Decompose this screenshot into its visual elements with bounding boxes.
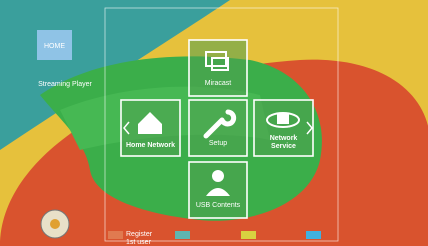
icon xyxy=(212,170,224,182)
home-label: HOME xyxy=(44,43,65,50)
menu-network-service[interactable]: Network Service xyxy=(254,100,313,156)
key-blue xyxy=(306,231,321,239)
menu-usb-contents[interactable]: USB Contents xyxy=(189,162,247,218)
screen: HOME Streaming Player Miracast Home Netw… xyxy=(0,0,428,246)
tile[interactable] xyxy=(189,40,247,96)
tile-label: Home Network xyxy=(126,142,175,149)
key-label: Register xyxy=(126,231,153,238)
tile-label: Service xyxy=(271,143,296,150)
menu-miracast[interactable]: Miracast xyxy=(189,40,247,96)
page: {"home_button": {"label": "HOME"}, "app_… xyxy=(0,0,428,246)
icon xyxy=(277,114,289,124)
menu-home-network[interactable]: Home Network xyxy=(121,100,180,156)
tile-label: USB Contents xyxy=(196,202,241,209)
tile-label: Network xyxy=(270,135,298,142)
app-name: Streaming Player xyxy=(38,81,92,88)
key-red xyxy=(108,231,123,239)
tile[interactable] xyxy=(189,100,247,156)
key-label: 1st user xyxy=(126,239,152,246)
key-green xyxy=(175,231,190,239)
tile-label: Miracast xyxy=(205,80,232,87)
key-yellow xyxy=(241,231,256,239)
remote-center xyxy=(50,219,60,229)
menu-setup[interactable]: Setup xyxy=(189,100,247,156)
tile-label: Setup xyxy=(209,140,227,147)
remote-icon xyxy=(41,210,69,238)
